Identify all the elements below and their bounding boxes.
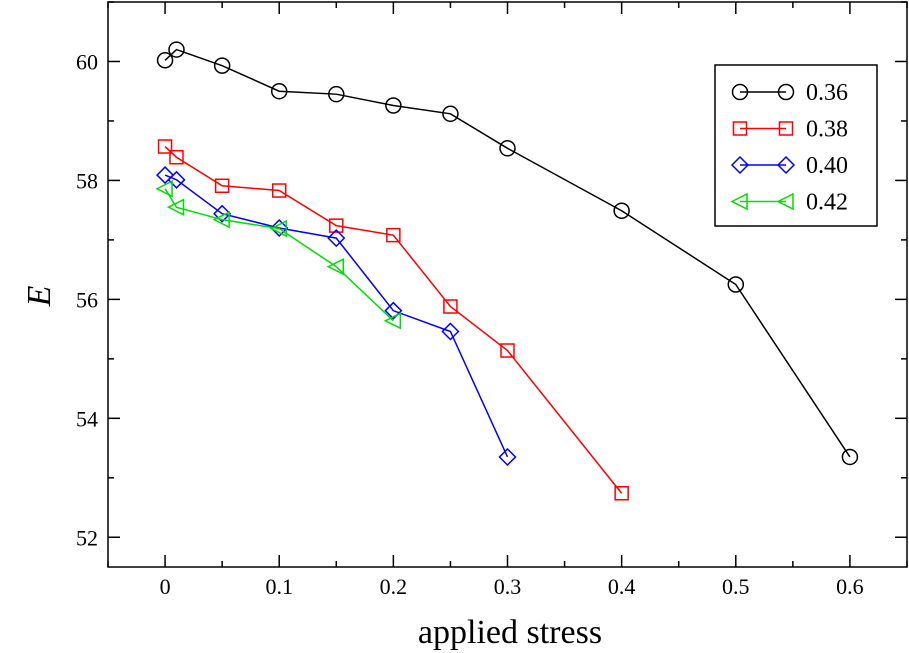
data-point-square bbox=[214, 178, 230, 194]
legend-item: 0.36 bbox=[731, 80, 848, 106]
data-point-diamond bbox=[776, 155, 796, 175]
series-0.42 bbox=[155, 180, 402, 330]
legend-label: 0.42 bbox=[806, 190, 848, 216]
data-point-circle bbox=[442, 105, 459, 123]
legend-label: 0.40 bbox=[806, 153, 848, 179]
data-point-circle bbox=[168, 41, 185, 58]
data-point-circle bbox=[328, 85, 345, 103]
y-tick-label: 54 bbox=[76, 406, 98, 431]
legend: 0.36 0.38 0.40 0.42 bbox=[714, 64, 878, 227]
x-axis: 0 0.1 0.2 0.3 0.4 0.5 0.6 bbox=[107, 2, 908, 599]
series-line bbox=[164, 48, 851, 458]
data-point-diamond bbox=[730, 155, 750, 175]
data-point-diamond bbox=[270, 218, 289, 238]
data-point-diamond bbox=[384, 301, 403, 320]
data-point-circle bbox=[156, 52, 174, 69]
data-point-square bbox=[329, 218, 344, 233]
data-point-triangle bbox=[326, 257, 345, 276]
data-point-triangle bbox=[166, 198, 185, 216]
data-point-triangle bbox=[730, 192, 748, 211]
legend-box bbox=[714, 64, 878, 227]
y-axis: 52 54 56 58 60 bbox=[76, 1, 907, 550]
x-tick-label: 0.4 bbox=[608, 574, 636, 599]
data-point-square bbox=[386, 227, 401, 243]
data-point-square bbox=[157, 139, 173, 154]
series-layer bbox=[155, 41, 859, 501]
data-point-square bbox=[732, 121, 748, 136]
x-tick-label: 0.5 bbox=[722, 574, 750, 599]
data-point-circle bbox=[499, 140, 516, 157]
series-0.38 bbox=[157, 139, 629, 501]
data-point-diamond bbox=[213, 204, 232, 223]
x-tick-label: 0.6 bbox=[836, 574, 864, 599]
series-0.36 bbox=[156, 41, 859, 466]
legend-label: 0.38 bbox=[806, 117, 848, 143]
data-point-diamond bbox=[327, 229, 346, 248]
y-axis-title: E bbox=[21, 285, 58, 307]
y-tick-label: 60 bbox=[76, 49, 98, 74]
data-point-triangle bbox=[776, 192, 794, 211]
data-point-diamond bbox=[441, 322, 460, 341]
x-tick-label: 0.1 bbox=[265, 574, 293, 599]
data-point-circle bbox=[213, 57, 231, 74]
legend-items: 0.36 0.38 0.40 0.42 bbox=[730, 80, 848, 216]
data-point-triangle bbox=[269, 219, 287, 238]
legend-item: 0.38 bbox=[732, 117, 848, 143]
data-point-square bbox=[614, 486, 629, 501]
y-tick-label: 52 bbox=[76, 525, 98, 550]
data-point-triangle bbox=[383, 312, 402, 330]
legend-item: 0.42 bbox=[730, 190, 848, 216]
data-point-square bbox=[169, 149, 184, 165]
data-point-circle bbox=[270, 82, 288, 100]
data-point-circle bbox=[385, 97, 402, 114]
data-point-circle bbox=[731, 83, 749, 101]
legend-label: 0.36 bbox=[806, 80, 848, 106]
data-point-circle bbox=[727, 276, 745, 293]
series-line bbox=[164, 174, 509, 458]
data-point-diamond bbox=[167, 170, 186, 189]
data-point-triangle bbox=[155, 180, 173, 198]
data-point-square bbox=[500, 343, 515, 358]
data-point-diamond bbox=[498, 447, 517, 467]
series-line bbox=[164, 145, 623, 494]
data-point-circle bbox=[777, 83, 795, 101]
y-tick-label: 56 bbox=[76, 287, 98, 312]
data-point-diamond bbox=[156, 166, 175, 185]
data-point-square bbox=[271, 183, 287, 198]
series-line bbox=[164, 188, 394, 322]
data-point-circle bbox=[841, 448, 859, 466]
y-tick-label: 58 bbox=[76, 168, 98, 193]
x-tick-label: 0.2 bbox=[380, 574, 408, 599]
series-0.40 bbox=[156, 166, 517, 467]
x-axis-title: applied stress bbox=[418, 614, 602, 651]
data-point-square bbox=[778, 121, 794, 136]
x-tick-label: 0.3 bbox=[494, 574, 522, 599]
x-tick-label: 0 bbox=[160, 574, 171, 599]
legend-item: 0.40 bbox=[730, 153, 848, 179]
data-point-square bbox=[443, 299, 458, 314]
data-point-triangle bbox=[212, 210, 230, 229]
data-point-circle bbox=[613, 202, 630, 220]
